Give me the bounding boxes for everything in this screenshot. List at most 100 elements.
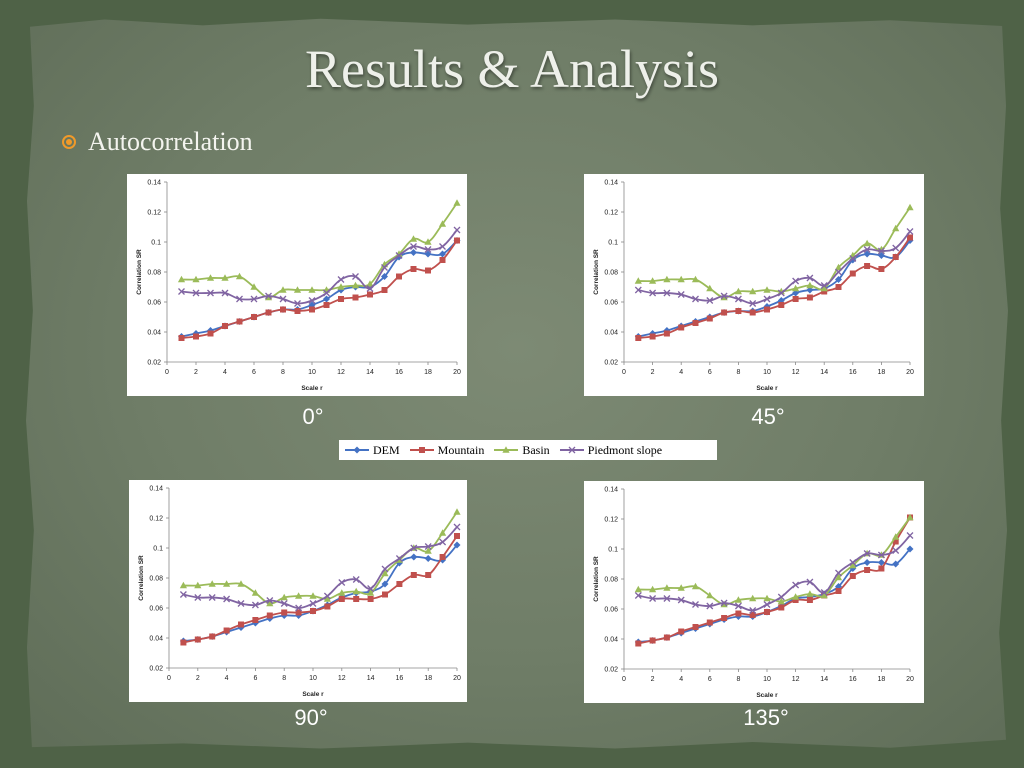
data-point-mountain — [663, 634, 670, 641]
y-tick-label: 0.14 — [604, 487, 618, 494]
data-point-basin — [663, 584, 671, 591]
x-tick-label: 10 — [763, 369, 771, 376]
y-tick-label: 0.1 — [153, 546, 163, 553]
data-point-mountain — [266, 612, 273, 619]
legend-label-mountain: Mountain — [437, 442, 485, 457]
data-point-piedmont-slope — [706, 602, 714, 610]
data-point-piedmont-slope — [663, 289, 671, 297]
data-point-mountain — [835, 588, 842, 594]
data-point-mountain — [835, 284, 842, 290]
data-point-mountain — [749, 612, 756, 618]
data-point-piedmont-slope — [424, 246, 432, 253]
legend-marker-symbol — [418, 447, 425, 453]
data-point-piedmont-slope — [439, 538, 447, 546]
y-tick-label: 0.08 — [149, 576, 163, 583]
x-tick-label: 18 — [878, 676, 886, 683]
data-point-mountain — [265, 309, 272, 316]
chart-0deg: 0.02 0.04 0.06 0.08 0.1 0.12 0.14 0 2 4 6 8 10 12 14 16… — [136, 180, 461, 393]
chart-90deg: 0.02 0.04 0.06 0.08 0.1 0.12 0.14 0 2 4 6 8 10 12 14 16… — [138, 486, 461, 699]
data-point-piedmont-slope — [410, 243, 417, 250]
y-tick-label: 0.08 — [604, 577, 618, 584]
data-point-mountain — [425, 267, 431, 274]
data-point-basin — [280, 593, 288, 601]
x-tick-label: 0 — [622, 676, 626, 683]
data-point-dem — [410, 249, 417, 256]
data-point-mountain — [309, 306, 315, 313]
data-point-piedmont-slope — [677, 596, 685, 604]
data-point-piedmont-slope — [692, 295, 699, 303]
y-tick-label: 0.12 — [604, 517, 618, 524]
y-tick-label: 0.12 — [604, 210, 618, 217]
data-point-piedmont-slope — [236, 295, 243, 303]
x-tick-label: 20 — [906, 369, 914, 376]
x-axis-label: Scale r — [301, 385, 323, 392]
data-point-dem — [410, 553, 418, 561]
data-point-mountain — [396, 273, 402, 280]
series-mountain — [635, 514, 913, 647]
chart-panel-90: 0.02 0.04 0.06 0.08 0.1 0.12 0.14 0 2 4 6 8 10 12 14 16… — [129, 480, 467, 702]
data-point-piedmont-slope — [749, 300, 757, 307]
data-point-basin — [381, 569, 389, 577]
data-point-mountain — [338, 296, 344, 302]
data-point-basin — [649, 277, 657, 284]
legend-marker-basin — [494, 446, 519, 453]
data-point-dem — [323, 295, 330, 303]
x-tick-label: 8 — [736, 369, 740, 376]
legend-label-basin: Basin — [522, 442, 550, 457]
data-point-basin — [352, 587, 360, 595]
x-tick-label: 6 — [252, 369, 256, 376]
data-point-basin — [734, 287, 742, 295]
x-tick-label: 6 — [253, 675, 257, 682]
data-point-basin — [366, 280, 374, 287]
x-axis-label: Scale r — [302, 691, 324, 698]
bullet-circle-icon — [62, 135, 76, 149]
series-line-mountain — [638, 236, 911, 339]
data-point-basin — [706, 591, 714, 599]
data-point-basin — [649, 585, 657, 593]
chart-45deg: 0.02 0.04 0.06 0.08 0.1 0.12 0.14 0 2 4 6 8 10 12 14 16… — [593, 180, 914, 393]
data-point-mountain — [338, 596, 345, 602]
data-point-piedmont-slope — [337, 276, 345, 283]
data-point-piedmont-slope — [892, 244, 900, 252]
data-point-piedmont-slope — [439, 243, 446, 250]
caption-45deg: 45° — [751, 404, 785, 429]
data-point-basin — [749, 287, 757, 295]
x-tick-label: 18 — [424, 675, 432, 682]
data-point-piedmont-slope — [734, 602, 742, 610]
bullet-text: Autocorrelation — [88, 127, 253, 156]
data-point-piedmont-slope — [367, 585, 375, 592]
data-point-basin — [734, 596, 742, 603]
data-point-mountain — [295, 609, 302, 616]
data-point-basin — [763, 286, 771, 293]
x-tick-label: 0 — [165, 369, 169, 376]
data-point-piedmont-slope — [649, 595, 657, 602]
series-line-dem — [181, 239, 458, 338]
data-point-mountain — [353, 596, 360, 602]
data-point-mountain — [849, 270, 856, 277]
x-tick-label: 10 — [763, 676, 771, 683]
data-point-basin — [863, 239, 871, 247]
series-piedmont-slope — [178, 226, 461, 307]
data-point-mountain — [178, 335, 185, 341]
x-tick-label: 10 — [309, 675, 317, 682]
y-tick-label: 0.04 — [604, 330, 618, 337]
data-point-basin — [424, 238, 432, 245]
data-point-mountain — [194, 636, 201, 643]
data-point-mountain — [180, 639, 187, 646]
x-tick-label: 14 — [820, 369, 828, 376]
legend-marker-symbol — [353, 446, 361, 454]
data-point-mountain — [806, 294, 813, 301]
data-point-mountain — [425, 572, 432, 578]
data-point-basin — [677, 275, 685, 283]
y-tick-label: 0.04 — [147, 330, 161, 337]
data-point-piedmont-slope — [763, 295, 771, 303]
data-point-basin — [453, 199, 461, 206]
data-point-piedmont-slope — [366, 285, 374, 292]
y-tick-label: 0.14 — [604, 180, 618, 187]
data-point-mountain — [678, 324, 685, 331]
data-point-piedmont-slope — [677, 291, 685, 298]
data-point-basin — [892, 533, 900, 540]
chart-135deg: 0.02 0.04 0.06 0.08 0.1 0.12 0.14 0 2 4 6 8 10 12 14 16… — [593, 487, 914, 700]
data-point-mountain — [878, 266, 885, 272]
data-point-mountain — [396, 581, 403, 587]
